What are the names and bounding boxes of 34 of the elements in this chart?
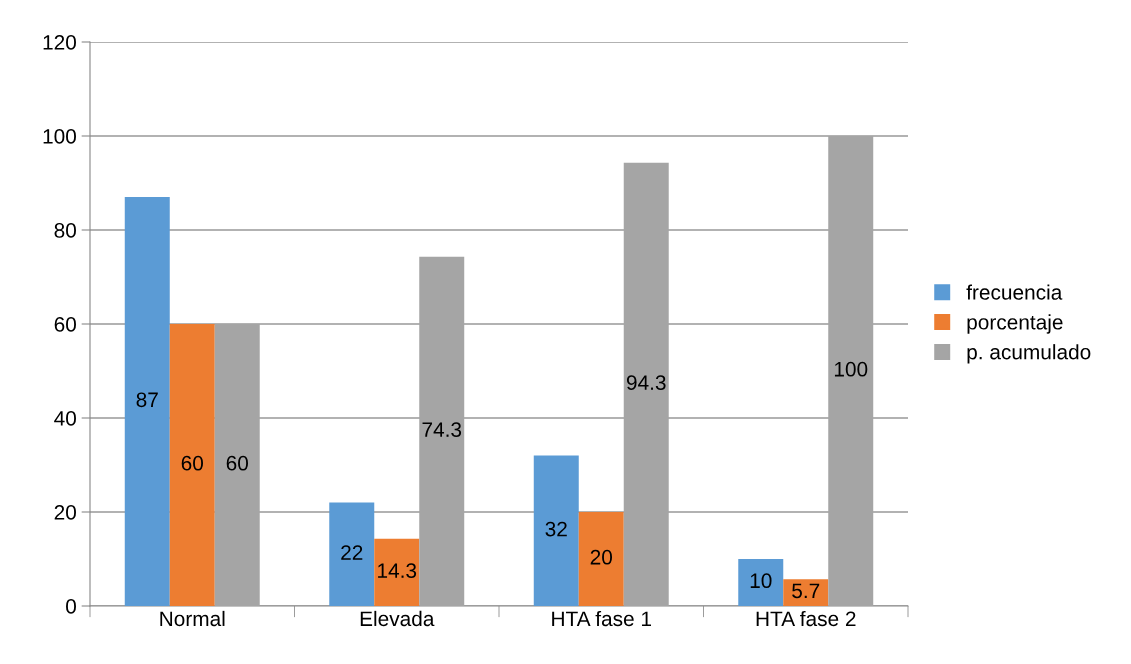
y-tick-label: 60 xyxy=(54,317,76,332)
data-label: 60 xyxy=(181,455,204,471)
bar xyxy=(124,197,170,606)
y-tick-label: 100 xyxy=(43,129,76,144)
y-tick-label: 20 xyxy=(54,505,76,520)
data-label: 32 xyxy=(545,521,567,537)
data-label: 5.7 xyxy=(792,583,820,599)
data-label: 94.3 xyxy=(626,375,666,390)
x-tick-label: Normal xyxy=(160,610,225,627)
data-label: 14.3 xyxy=(378,563,417,578)
bar xyxy=(374,538,420,606)
bar xyxy=(738,559,784,606)
data-label: 74.3 xyxy=(422,422,462,437)
bar xyxy=(533,455,579,606)
data-label: 100 xyxy=(834,361,868,377)
legend-label: porcentaje xyxy=(967,314,1063,334)
bar xyxy=(169,324,215,606)
x-tick-label: HTA fase 2 xyxy=(756,610,856,627)
data-label: 60 xyxy=(226,455,249,471)
bar xyxy=(578,512,624,606)
y-tick-label: 120 xyxy=(43,35,76,50)
y-tick-label: 0 xyxy=(66,599,76,614)
data-label: 10 xyxy=(750,573,772,589)
legend-label: p. acumulado xyxy=(967,344,1091,364)
legend-label: frecuencia xyxy=(966,284,1063,300)
data-label: 20 xyxy=(590,549,613,565)
bar xyxy=(329,502,375,606)
x-tick-label: HTA fase 1 xyxy=(552,610,651,627)
y-tick-label: 40 xyxy=(54,411,76,426)
data-label: 22 xyxy=(341,545,363,560)
data-label: 87 xyxy=(136,392,158,408)
x-tick-label: Elevada xyxy=(360,610,435,627)
bar xyxy=(783,579,829,606)
y-tick-label: 80 xyxy=(54,223,76,238)
